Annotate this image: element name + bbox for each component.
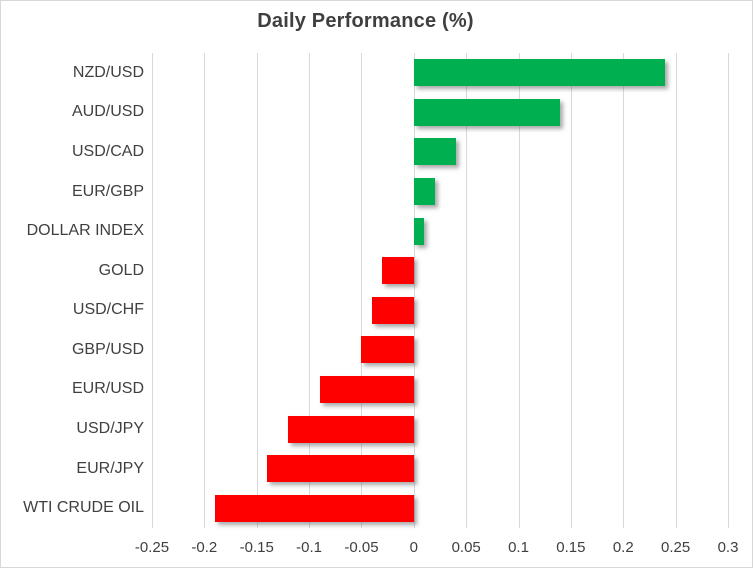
category-label-nzd-usd: NZD/USD xyxy=(72,63,144,81)
gridline-x-0.05 xyxy=(466,53,468,528)
value-tick-label--0.15: -0.15 xyxy=(239,539,274,556)
bar-wti-crude-oil xyxy=(214,494,414,522)
value-tick-label-0.25: 0.25 xyxy=(661,539,691,556)
bar-usd-cad xyxy=(413,138,456,166)
category-label-aud-usd: AUD/USD xyxy=(71,103,144,121)
value-tick-label--0.1: -0.1 xyxy=(296,539,322,556)
value-tick-label-0.05: 0.05 xyxy=(451,539,481,556)
bar-usd-jpy xyxy=(288,415,414,443)
gridline-x--0.15 xyxy=(256,53,258,528)
bar-eur-usd xyxy=(319,375,414,403)
category-label-dollar-index: DOLLAR INDEX xyxy=(26,222,144,240)
category-label-eur-gbp: EUR/GBP xyxy=(71,182,144,200)
gridline-x-0 xyxy=(413,53,415,528)
chart-title: Daily Performance (%) xyxy=(257,10,474,32)
bar-usd-chf xyxy=(371,296,414,324)
category-label-eur-jpy: EUR/JPY xyxy=(76,459,144,477)
value-tick-label-0: 0 xyxy=(409,539,418,556)
bar-eur-jpy xyxy=(267,455,414,483)
bar-dollar-index xyxy=(413,217,425,245)
value-tick-label--0.05: -0.05 xyxy=(344,539,379,556)
category-label-gold: GOLD xyxy=(98,261,144,279)
gridline-x-0.2 xyxy=(623,53,625,528)
bar-eur-gbp xyxy=(413,178,435,206)
category-label-wti-crude-oil: WTI CRUDE OIL xyxy=(23,499,144,517)
category-label-eur-usd: EUR/USD xyxy=(71,380,144,398)
gridline-x--0.05 xyxy=(361,53,363,528)
gridline-x-0.15 xyxy=(570,53,572,528)
gridline-x--0.1 xyxy=(309,53,311,528)
value-tick-label-0.1: 0.1 xyxy=(508,539,529,556)
gridline-x--0.2 xyxy=(204,53,206,528)
gridline-x-0.3 xyxy=(728,53,729,528)
value-tick-label--0.25: -0.25 xyxy=(134,539,170,556)
bar-nzd-usd xyxy=(413,59,666,87)
bar-gold xyxy=(382,257,414,285)
value-tick-label-0.2: 0.2 xyxy=(612,539,634,556)
value-tick-label-0.3: 0.3 xyxy=(717,539,739,556)
category-label-usd-jpy: USD/JPY xyxy=(76,420,144,438)
value-tick-label--0.2: -0.2 xyxy=(191,539,218,556)
gridline-x--0.25 xyxy=(152,53,153,528)
bar-gbp-usd xyxy=(361,336,414,364)
bar-aud-usd xyxy=(413,98,561,126)
category-label-gbp-usd: GBP/USD xyxy=(71,340,144,358)
gridline-x-0.25 xyxy=(675,53,677,528)
category-label-usd-cad: USD/CAD xyxy=(71,142,144,160)
category-label-usd-chf: USD/CHF xyxy=(72,301,144,319)
gridline-x-0.1 xyxy=(518,53,520,528)
value-tick-label-0.15: 0.15 xyxy=(556,539,586,556)
